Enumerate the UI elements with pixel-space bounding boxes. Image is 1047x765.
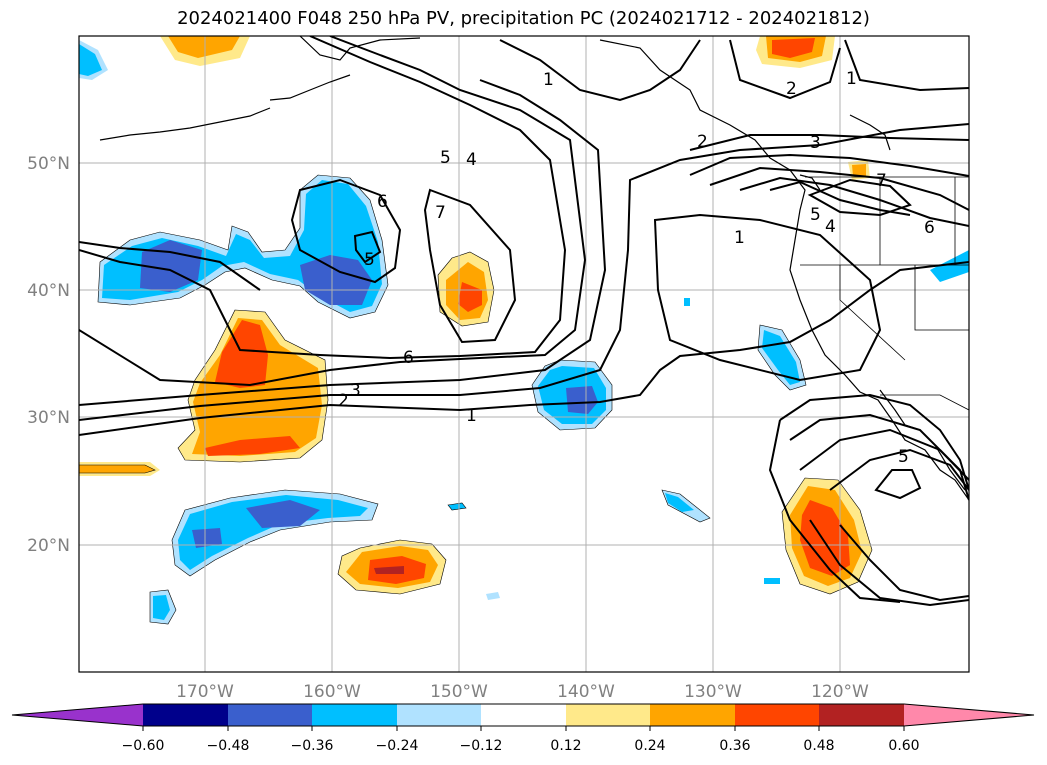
chart-title: 2024021400 F048 250 hPa PV, precipitatio… — [177, 8, 870, 29]
latitude-labels: 50°N 40°N 30°N 20°N — [27, 154, 70, 556]
contour-label-5b: 5 — [440, 148, 451, 168]
colorbar-tick-10: 0.60 — [888, 738, 919, 754]
lat-label-50: 50°N — [27, 154, 70, 174]
colorbar-tick-8: 0.36 — [719, 738, 750, 754]
contour-label-5c: 5 — [810, 205, 821, 225]
political-borders — [800, 176, 969, 411]
contour-label-1c: 1 — [734, 228, 745, 248]
contour-label-3: 3 — [350, 381, 361, 401]
lon-label-150w: 150°W — [430, 682, 488, 702]
precip-positive-fields — [79, 36, 873, 595]
contour-label-1b: 1 — [543, 70, 554, 90]
pv-contours — [79, 36, 969, 607]
lon-label-170w: 170°W — [176, 682, 234, 702]
contour-label-4b: 4 — [825, 217, 836, 237]
contour-label-7: 7 — [435, 203, 446, 223]
colorbar: −0.60 −0.48 −0.36 −0.24 −0.12 0.12 0.24 … — [11, 703, 1035, 754]
contour-label-3b: 3 — [810, 133, 821, 153]
colorbar-tick-1: −0.60 — [122, 738, 165, 754]
pv-contour-labels: 1 2 3 6 6 5 5 4 7 1 2 3 1 5 4 6 7 5 2 1 — [338, 69, 935, 467]
contour-label-5d: 5 — [898, 447, 909, 467]
graticule — [79, 36, 969, 672]
contour-label-2b: 2 — [697, 132, 708, 152]
contour-label-1: 1 — [466, 406, 477, 426]
contour-label-6: 6 — [403, 348, 414, 368]
lon-label-140w: 140°W — [557, 682, 615, 702]
map-frame — [78, 35, 970, 673]
contour-label-6c: 6 — [924, 218, 935, 238]
contour-label-1d: 1 — [846, 69, 857, 89]
lon-label-120w: 120°W — [811, 682, 869, 702]
colorbar-extend-low — [12, 704, 143, 726]
contour-label-2c: 2 — [786, 79, 797, 99]
colorbar-tick-7: 0.24 — [634, 738, 665, 754]
lat-label-20: 20°N — [27, 536, 70, 556]
colorbar-tick-4: −0.24 — [376, 738, 419, 754]
longitude-labels: 170°W 160°W 150°W 140°W 130°W 120°W — [176, 682, 869, 702]
lon-label-160w: 160°W — [303, 682, 361, 702]
lat-label-40: 40°N — [27, 281, 70, 301]
lon-label-130w: 130°W — [684, 682, 742, 702]
contour-label-2: 2 — [338, 391, 349, 411]
precip-negative-fields — [79, 40, 969, 625]
colorbar-tick-9: 0.48 — [803, 738, 834, 754]
colorbar-tick-2: −0.48 — [207, 738, 250, 754]
colorbar-tick-5: −0.12 — [460, 738, 503, 754]
lat-label-30: 30°N — [27, 408, 70, 428]
contour-label-7b: 7 — [876, 171, 887, 191]
colorbar-extend-high — [904, 704, 1034, 726]
map-area: 1 2 3 6 6 5 5 4 7 1 2 3 1 5 4 6 7 5 2 1 — [79, 36, 969, 672]
colorbar-tick-3: −0.36 — [291, 738, 334, 754]
contour-label-5: 5 — [364, 250, 375, 270]
colorbar-tick-6: 0.12 — [550, 738, 581, 754]
contour-label-6b: 6 — [377, 192, 388, 212]
coastlines — [99, 36, 969, 501]
contour-label-4: 4 — [466, 150, 477, 170]
